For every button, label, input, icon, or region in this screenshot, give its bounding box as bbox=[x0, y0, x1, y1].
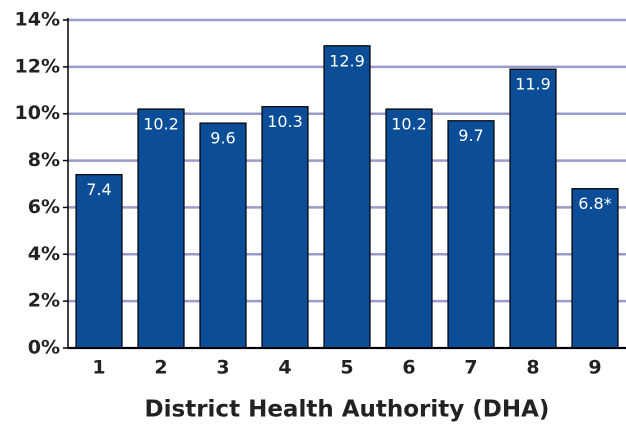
y-tick-label: 10% bbox=[15, 102, 60, 124]
y-tick-label: 2% bbox=[28, 290, 60, 312]
x-tick-label: 6 bbox=[402, 357, 415, 379]
x-tick-label: 5 bbox=[340, 357, 353, 379]
bar bbox=[137, 108, 185, 349]
y-tick-label: 14% bbox=[15, 9, 60, 31]
bar bbox=[323, 45, 371, 349]
bar bbox=[447, 120, 495, 349]
x-tick-label: 4 bbox=[278, 357, 291, 379]
bar bbox=[385, 108, 433, 349]
bar bbox=[509, 68, 557, 349]
x-tick-label: 2 bbox=[154, 357, 167, 379]
y-tick-label: 12% bbox=[15, 55, 60, 77]
bar bbox=[75, 174, 123, 349]
bar bbox=[199, 122, 247, 349]
value-label: 11.9 bbox=[515, 75, 551, 94]
y-tick-label: 4% bbox=[28, 243, 60, 265]
value-label: 9.6 bbox=[210, 129, 235, 148]
y-tick-label: 6% bbox=[28, 196, 60, 218]
value-label: 10.2 bbox=[143, 115, 179, 134]
x-tick-label: 8 bbox=[526, 357, 539, 379]
x-tick-label: 7 bbox=[464, 357, 477, 379]
value-label: 9.7 bbox=[458, 126, 483, 145]
bar bbox=[261, 106, 309, 349]
x-axis-title: District Health Authority (DHA) bbox=[145, 397, 550, 423]
x-tick-label: 1 bbox=[92, 357, 105, 379]
y-tick-label: 8% bbox=[28, 149, 60, 171]
y-tick-label: 0% bbox=[28, 337, 60, 359]
value-label: 12.9 bbox=[329, 51, 365, 70]
value-label: 10.2 bbox=[391, 115, 427, 134]
value-label: 6.8* bbox=[578, 194, 611, 213]
value-label: 7.4 bbox=[86, 180, 111, 199]
value-label: 10.3 bbox=[267, 112, 303, 131]
x-tick-label: 3 bbox=[216, 357, 229, 379]
x-tick-label: 9 bbox=[588, 357, 601, 379]
